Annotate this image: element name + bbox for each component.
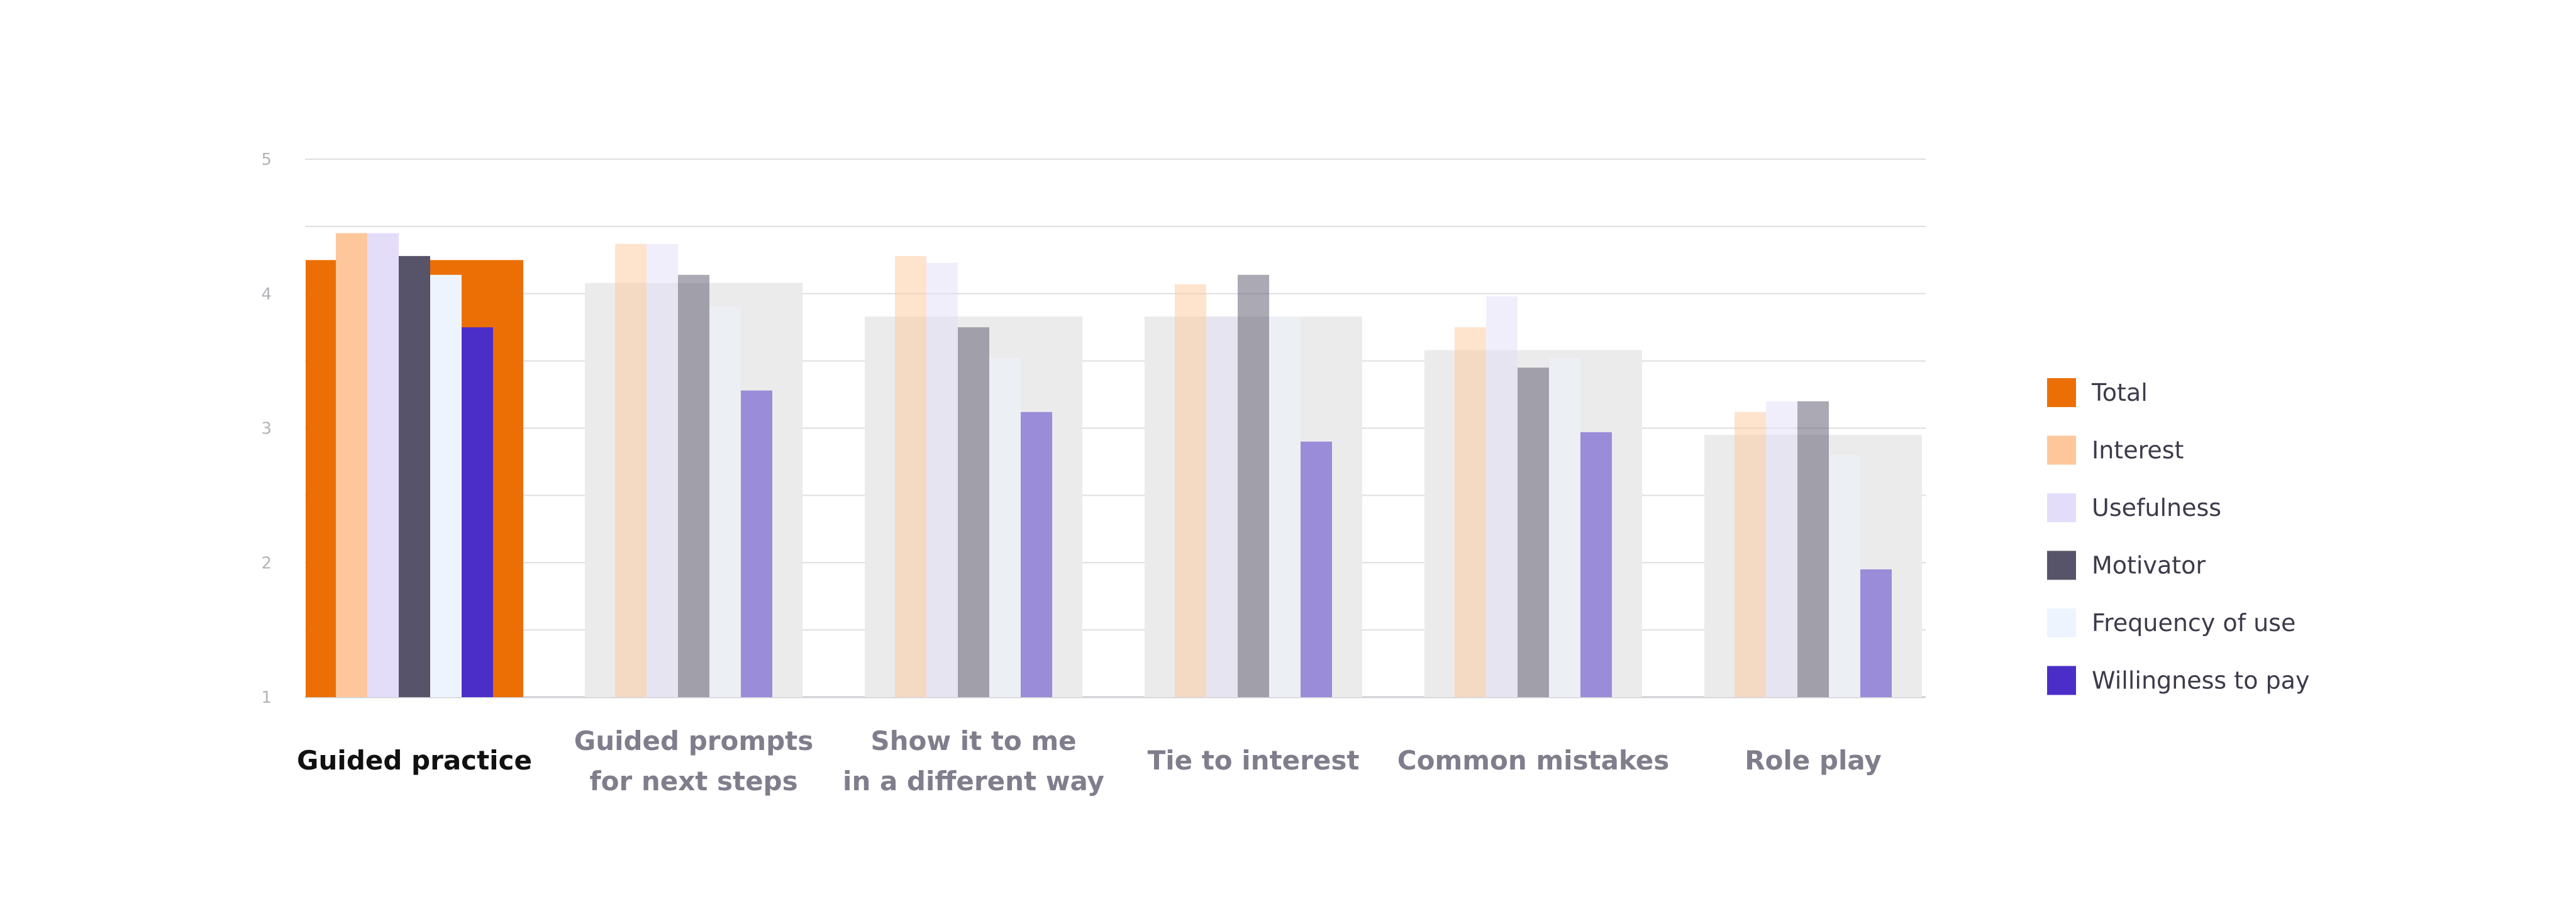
category-label: Tie to interest — [1148, 745, 1360, 776]
category-label: Guided practice — [297, 745, 532, 776]
bar-interest — [1175, 284, 1206, 698]
y-tick-label: 3 — [261, 420, 272, 439]
bar-willingness-to-pay — [1301, 441, 1332, 697]
legend-swatch — [2047, 551, 2076, 580]
bar-usefulness — [1766, 401, 1797, 697]
bar-usefulness — [367, 233, 399, 697]
bar-interest — [895, 255, 926, 697]
category-label: for next steps — [589, 766, 797, 797]
bar-willingness-to-pay — [1021, 411, 1052, 697]
legend-label: Frequency of use — [2092, 609, 2296, 637]
y-tick-label: 4 — [261, 285, 272, 304]
bar-willingness-to-pay — [1860, 569, 1892, 697]
bar-usefulness — [1206, 316, 1238, 697]
y-axis-ticks: 1 2 3 4 5 — [261, 150, 272, 707]
bar-frequency-of-use — [1549, 358, 1580, 697]
category-label: Common mistakes — [1397, 745, 1669, 776]
category-labels: Guided practice Guided prompts for next st… — [297, 725, 1882, 797]
bar-motivator — [678, 274, 709, 697]
gridlines — [305, 159, 1926, 698]
legend-swatch — [2047, 378, 2076, 407]
bar-usefulness — [926, 262, 958, 697]
bar-frequency-of-use — [1829, 455, 1860, 697]
bar-motivator — [1238, 274, 1269, 697]
bar-willingness-to-pay — [741, 390, 772, 697]
legend-label: Willingness to pay — [2092, 667, 2309, 695]
bar-frequency-of-use — [989, 358, 1021, 697]
bar-motivator — [958, 327, 989, 697]
bar-usefulness — [1486, 296, 1518, 697]
category-label: in a different way — [843, 766, 1104, 797]
bars — [306, 233, 1922, 698]
legend-label: Total — [2091, 379, 2148, 406]
bar-frequency-of-use — [430, 274, 462, 697]
y-tick-label: 1 — [261, 688, 272, 707]
bar-usefulness — [647, 243, 678, 698]
bar-willingness-to-pay — [1580, 432, 1612, 697]
bar-willingness-to-pay — [462, 327, 493, 697]
legend-label: Motivator — [2092, 552, 2206, 579]
y-tick-label: 2 — [261, 554, 272, 573]
bar-interest — [336, 233, 367, 697]
bar-interest — [1455, 327, 1486, 697]
bar-frequency-of-use — [709, 307, 741, 697]
bar-frequency-of-use — [1269, 316, 1301, 697]
legend-swatch — [2047, 608, 2076, 637]
category-label: Guided prompts — [574, 725, 814, 756]
legend-swatch — [2047, 435, 2076, 465]
category-label: Show it to me — [870, 725, 1076, 756]
bar-interest — [615, 243, 647, 698]
y-tick-label: 5 — [261, 150, 272, 169]
bar-interest — [1735, 411, 1766, 697]
legend-label: Usefulness — [2092, 494, 2221, 522]
legend: Total Interest Usefulness Motivator Frequenc… — [2047, 378, 2309, 695]
legend-label: Interest — [2092, 437, 2184, 464]
category-label: Role play — [1745, 745, 1882, 776]
legend-swatch — [2047, 493, 2076, 522]
bar-motivator — [1797, 401, 1829, 697]
legend-swatch — [2047, 666, 2076, 695]
bar-motivator — [1518, 367, 1549, 697]
bar-motivator — [399, 255, 430, 697]
